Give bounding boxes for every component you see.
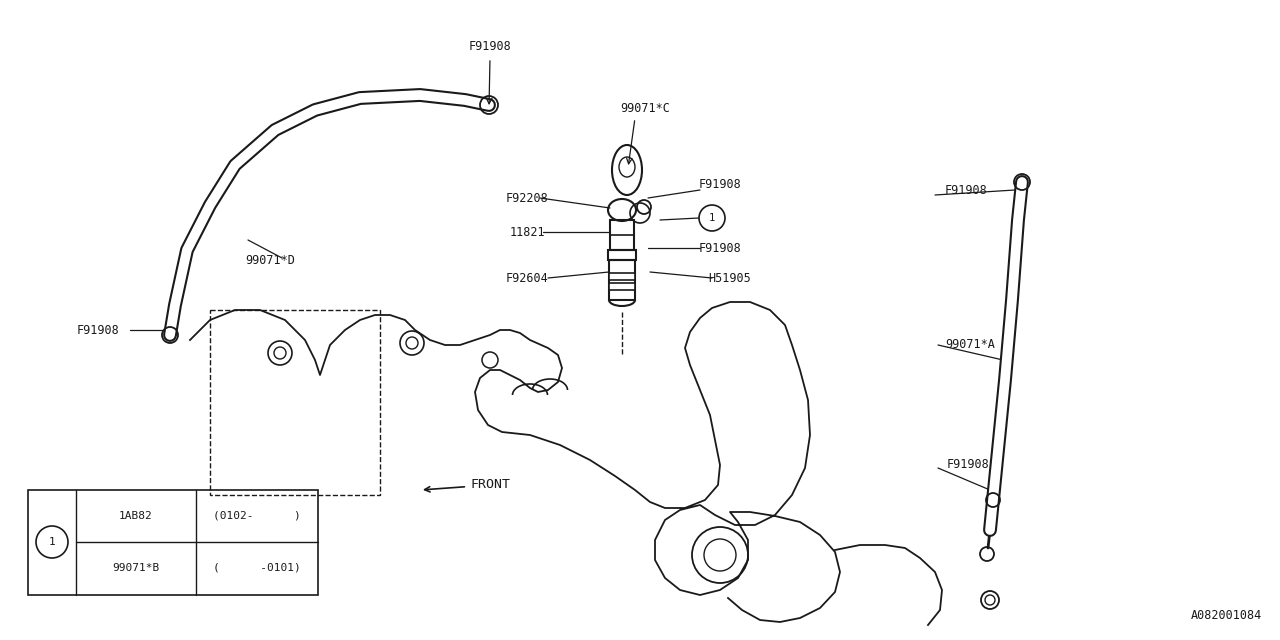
- Text: 99071*A: 99071*A: [945, 339, 995, 351]
- Text: 1: 1: [709, 213, 716, 223]
- Bar: [611, 220, 634, 250]
- Bar: [210, 310, 380, 495]
- Text: 99071*D: 99071*D: [244, 253, 294, 266]
- Bar: [609, 273, 635, 280]
- Text: F91908: F91908: [77, 323, 119, 337]
- Text: FRONT: FRONT: [425, 479, 509, 492]
- Text: F91908: F91908: [699, 241, 741, 255]
- Text: 11821: 11821: [509, 225, 545, 239]
- Text: H51905: H51905: [709, 271, 751, 285]
- Bar: [609, 283, 635, 290]
- Text: 99071*B: 99071*B: [113, 563, 160, 573]
- Bar: [28, 490, 317, 595]
- Text: F91908: F91908: [699, 179, 741, 191]
- Text: F91908: F91908: [945, 184, 987, 196]
- Text: (      -0101): ( -0101): [214, 563, 301, 573]
- Text: 99071*C: 99071*C: [620, 102, 669, 115]
- Text: 1: 1: [49, 537, 55, 547]
- Text: F92208: F92208: [506, 191, 548, 205]
- Text: 1AB82: 1AB82: [119, 511, 152, 521]
- Text: F91908: F91908: [947, 458, 989, 472]
- Text: F91908: F91908: [468, 40, 512, 54]
- Text: F92604: F92604: [506, 271, 548, 285]
- Text: A082001084: A082001084: [1190, 609, 1262, 622]
- Bar: [608, 250, 636, 260]
- Bar: [609, 260, 635, 300]
- Text: (0102-      ): (0102- ): [214, 511, 301, 521]
